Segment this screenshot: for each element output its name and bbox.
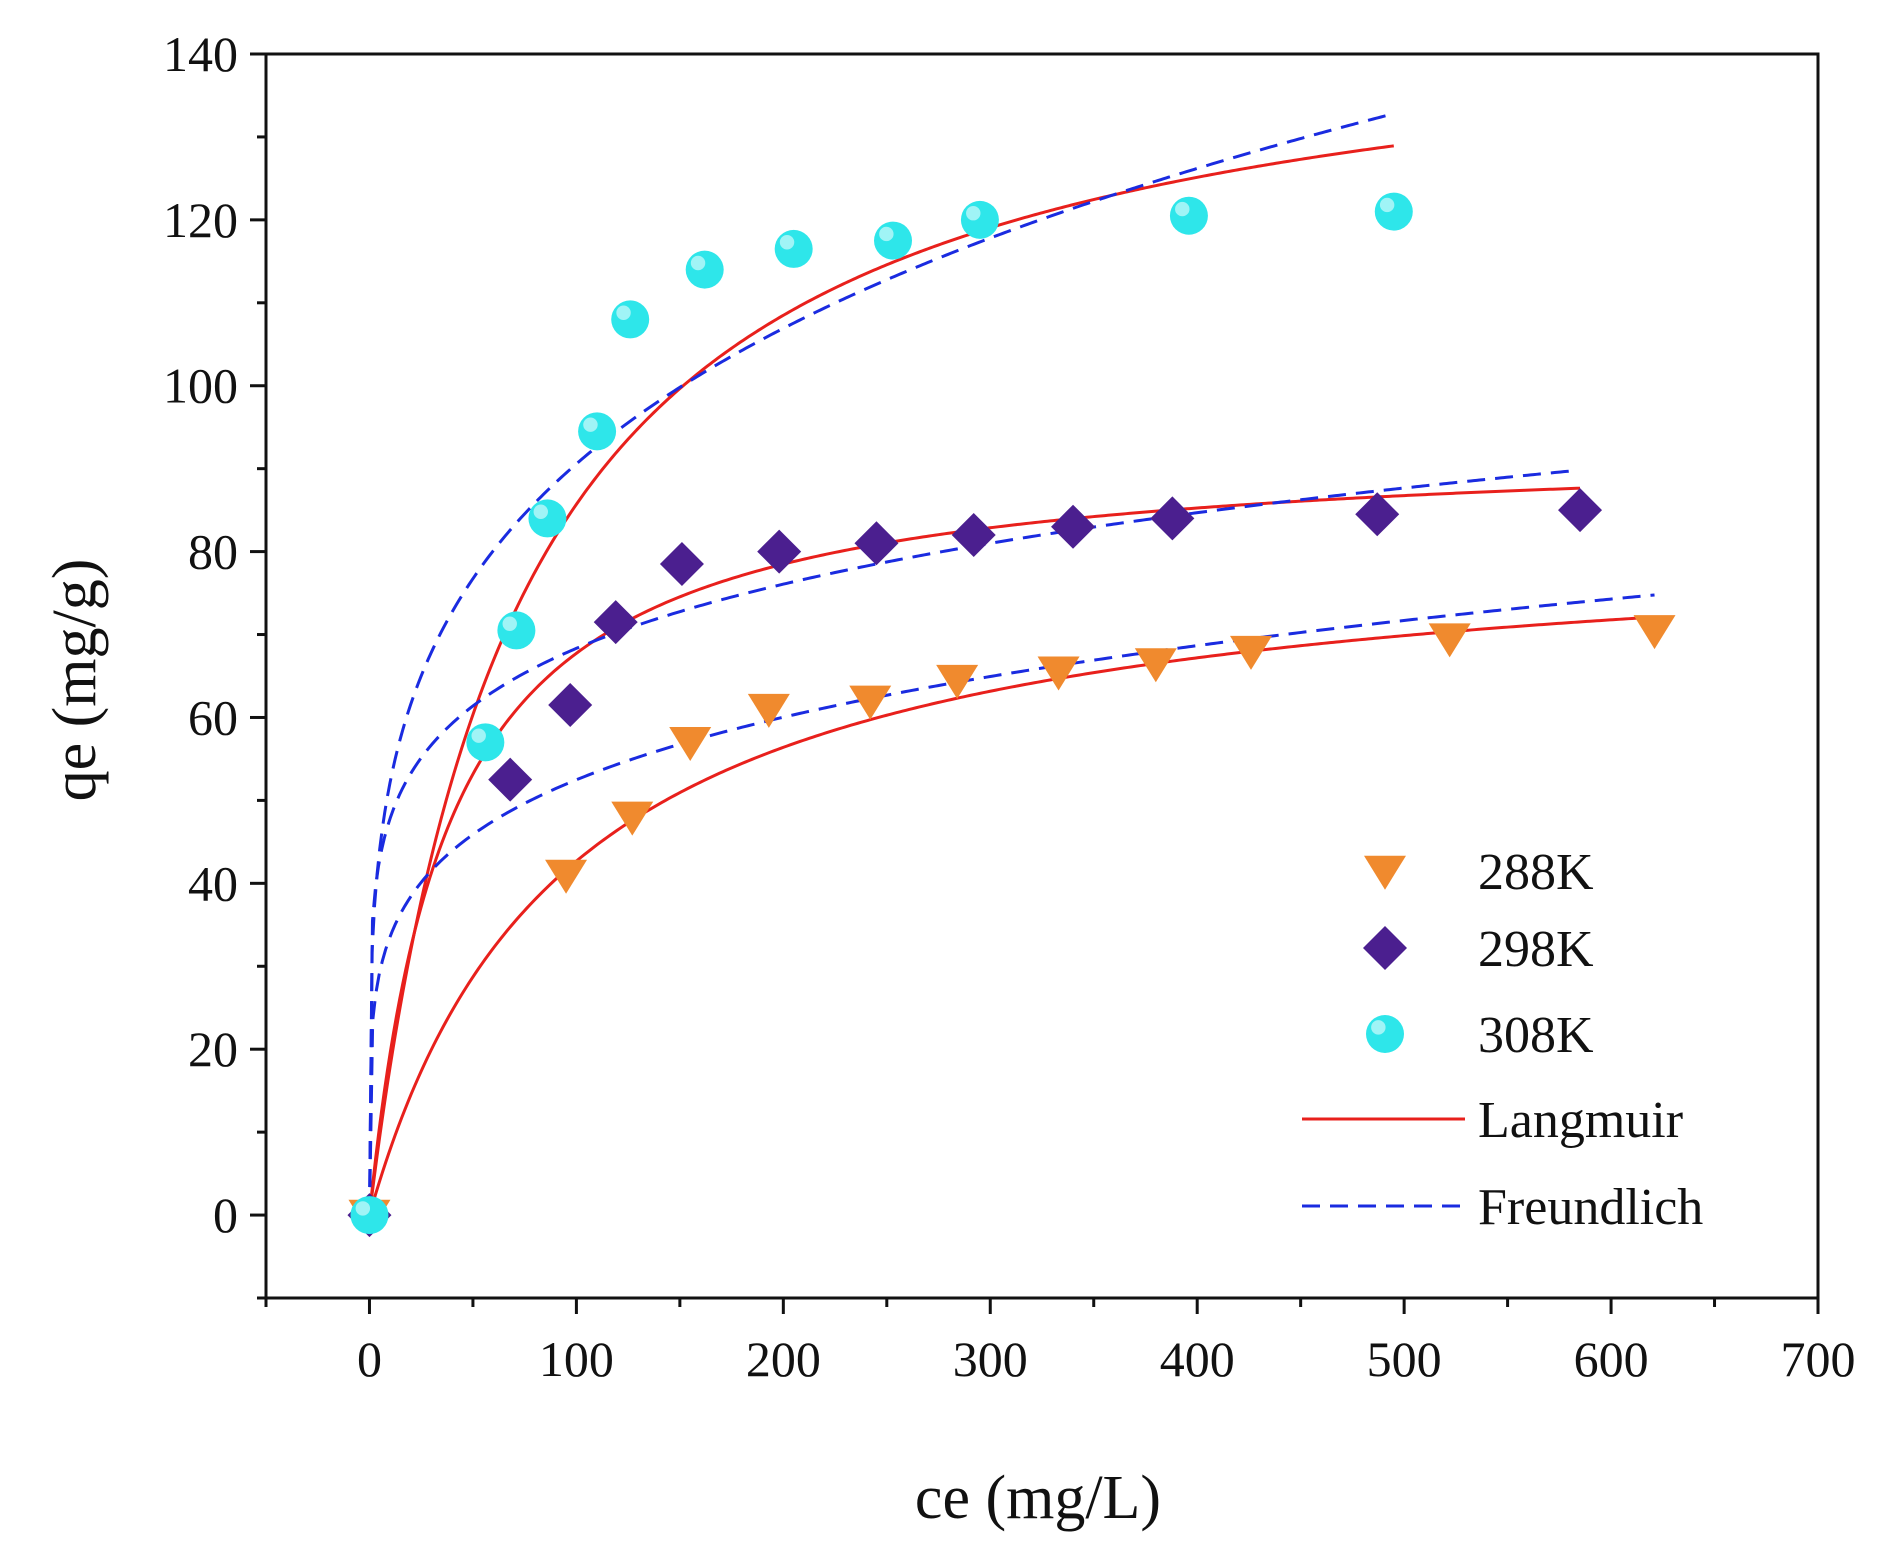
x-tick-label: 400 — [1160, 1331, 1235, 1387]
point-298K — [854, 521, 899, 566]
series-308K — [350, 192, 1413, 1235]
point-308K-highlight — [355, 1201, 371, 1216]
plot-border — [264, 52, 1820, 1300]
legend-label-298K: 298K — [1478, 921, 1594, 978]
point-308K — [960, 200, 999, 239]
point-298K — [1150, 496, 1195, 541]
point-308K-highlight — [1175, 201, 1190, 217]
point-308K-highlight — [533, 504, 548, 519]
legend-marker-298K — [1363, 926, 1407, 970]
point-298K — [1355, 492, 1400, 537]
point-308K — [685, 250, 724, 289]
legend-label-Langmuir: Langmuir — [1478, 1092, 1683, 1149]
point-308K-highlight — [779, 235, 795, 250]
point-308K — [1169, 196, 1208, 235]
legend: 288K 298K 308K Langmuir Freundlich — [1302, 844, 1703, 1236]
point-308K-highlight — [966, 205, 981, 221]
point-308K-highlight — [690, 255, 706, 271]
point-298K — [951, 513, 996, 558]
point-308K — [611, 300, 650, 339]
point-288K — [611, 801, 654, 836]
series-288K — [348, 615, 1676, 1234]
point-308K — [350, 1196, 389, 1235]
legend-marker-308K — [1366, 1015, 1404, 1053]
x-tick-label: 700 — [1781, 1331, 1856, 1387]
point-298K — [548, 683, 593, 728]
point-288K — [1230, 635, 1273, 670]
legend-label-Freundlich: Freundlich — [1478, 1179, 1703, 1236]
langmuir-fit-308K — [367, 144, 1394, 1216]
point-298K — [1558, 488, 1603, 533]
x-axis-title: ce (mg/L) — [915, 1464, 1161, 1532]
plot-frame — [264, 52, 1820, 1300]
point-288K — [1037, 656, 1080, 691]
point-288K — [1428, 623, 1471, 658]
y-tick-label: 140 — [163, 26, 238, 82]
point-298K — [488, 757, 533, 802]
point-308K-highlight — [879, 226, 894, 242]
point-288K — [545, 859, 588, 894]
y-tick-label: 80 — [188, 524, 238, 580]
point-308K — [774, 229, 813, 268]
y-tick-label: 100 — [163, 358, 238, 414]
point-288K — [747, 693, 790, 728]
freundlich-fit-308K — [367, 112, 1395, 1216]
point-308K — [1374, 192, 1413, 231]
point-308K — [874, 221, 913, 260]
point-288K — [1134, 648, 1177, 683]
legend-marker-308K-highlight — [1371, 1020, 1386, 1035]
data-points — [347, 192, 1676, 1238]
x-axis-ticks: 0 100 200 300 400 500 600 700 — [264, 1298, 1856, 1387]
x-tick-label: 300 — [953, 1331, 1028, 1387]
point-288K — [1633, 615, 1676, 650]
y-tick-label: 40 — [188, 855, 238, 911]
freundlich-fit-288K — [367, 593, 1655, 1216]
point-308K — [497, 611, 536, 650]
point-298K — [659, 542, 704, 587]
point-308K — [578, 412, 617, 451]
x-tick-label: 500 — [1367, 1331, 1442, 1387]
point-308K — [466, 723, 505, 762]
point-298K — [757, 529, 802, 574]
point-308K — [528, 499, 567, 538]
point-288K — [936, 664, 979, 699]
point-288K — [669, 727, 712, 762]
y-tick-label: 120 — [163, 192, 238, 248]
legend-marker-288K — [1364, 855, 1406, 890]
x-tick-label: 600 — [1574, 1331, 1649, 1387]
point-308K-highlight — [502, 616, 517, 631]
y-axis-title: qe (mg/g) — [41, 559, 109, 802]
point-288K — [849, 685, 892, 720]
y-tick-label: 60 — [188, 689, 238, 745]
point-298K — [1051, 504, 1096, 549]
point-298K — [593, 600, 638, 645]
x-tick-label: 0 — [357, 1331, 382, 1387]
legend-label-308K: 308K — [1478, 1007, 1594, 1064]
y-tick-label: 0 — [213, 1187, 238, 1243]
x-tick-label: 100 — [539, 1331, 614, 1387]
x-tick-label: 200 — [746, 1331, 821, 1387]
point-308K-highlight — [471, 728, 486, 743]
legend-label-288K: 288K — [1478, 844, 1594, 901]
point-308K-highlight — [583, 417, 598, 432]
y-tick-label: 20 — [188, 1021, 238, 1077]
point-308K-highlight — [616, 305, 631, 320]
y-axis-ticks: 0 20 40 60 80 100 120 140 — [163, 26, 266, 1300]
point-308K-highlight — [1379, 197, 1395, 213]
